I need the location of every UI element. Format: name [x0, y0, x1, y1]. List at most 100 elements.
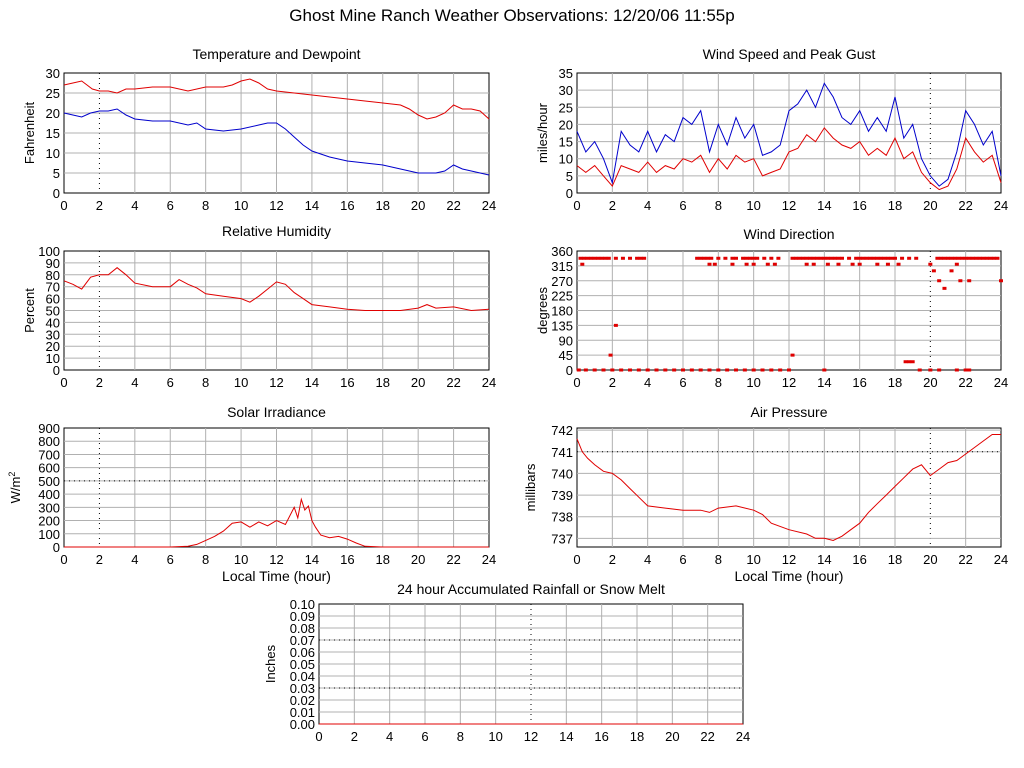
- data-point: [751, 368, 756, 372]
- data-point: [787, 368, 791, 372]
- y-tick-label: 20: [559, 117, 573, 132]
- y-tick-label: 15: [46, 126, 60, 141]
- x-tick-label: 4: [644, 375, 651, 390]
- y-axis-label: Fahrenheit: [22, 102, 37, 165]
- y-tick-label: 0.10: [290, 597, 315, 612]
- y-tick-label: 0: [53, 186, 60, 201]
- data-point: [942, 256, 947, 260]
- x-tick-label: 2: [96, 198, 103, 213]
- y-tick-label: 15: [559, 135, 573, 150]
- data-point: [864, 256, 869, 260]
- x-tick-label: 20: [411, 552, 425, 567]
- data-point: [599, 256, 604, 260]
- data-point: [963, 256, 968, 260]
- chart-title: Wind Direction: [743, 226, 834, 242]
- x-tick-label: 10: [746, 198, 760, 213]
- data-point: [695, 256, 700, 260]
- data-point: [580, 262, 585, 266]
- x-tick-label: 4: [386, 729, 393, 744]
- y-tick-label: 700: [38, 447, 60, 462]
- chart-title: Solar Irradiance: [227, 404, 326, 420]
- data-point: [857, 262, 862, 266]
- x-tick-label: 14: [305, 198, 319, 213]
- data-point: [628, 368, 632, 372]
- data-point: [585, 256, 590, 260]
- data-point: [836, 262, 841, 266]
- data-point: [903, 360, 908, 364]
- data-point: [645, 368, 650, 372]
- series-line: [64, 497, 489, 548]
- data-point: [868, 256, 873, 260]
- data-point: [938, 256, 943, 260]
- x-tick-label: 22: [958, 375, 972, 390]
- data-point: [601, 368, 606, 372]
- data-point: [907, 360, 912, 364]
- x-tick-label: 12: [269, 375, 283, 390]
- x-tick-label: 2: [609, 552, 616, 567]
- data-point: [967, 279, 972, 283]
- data-point: [958, 279, 963, 283]
- y-axis-label: Percent: [22, 288, 37, 333]
- y-tick-label: 135: [551, 318, 573, 333]
- x-tick-label: 20: [411, 375, 425, 390]
- data-point: [967, 368, 972, 372]
- y-tick-label: 45: [559, 348, 573, 363]
- y-tick-label: 180: [551, 304, 573, 319]
- chart-title: Temperature and Dewpoint: [192, 46, 360, 62]
- data-point: [583, 368, 588, 372]
- chart-rain: 24 hour Accumulated Rainfall or Snow Mel…: [263, 581, 750, 744]
- x-tick-label: 6: [167, 198, 174, 213]
- data-point: [818, 256, 823, 260]
- data-point: [917, 368, 922, 372]
- chart-title: Air Pressure: [750, 404, 827, 420]
- data-point: [755, 256, 760, 260]
- data-point: [977, 256, 982, 260]
- data-point: [672, 368, 677, 372]
- y-tick-label: 742: [551, 423, 573, 438]
- x-tick-label: 10: [234, 375, 248, 390]
- data-point: [619, 368, 624, 372]
- data-point: [811, 262, 816, 266]
- x-tick-label: 10: [746, 375, 760, 390]
- data-point: [847, 256, 852, 260]
- x-tick-label: 18: [888, 375, 902, 390]
- x-tick-label: 22: [958, 552, 972, 567]
- x-tick-label: 0: [573, 198, 580, 213]
- data-point: [914, 256, 919, 260]
- series-line: [576, 82, 1002, 187]
- x-tick-label: 18: [376, 552, 390, 567]
- y-axis-label: millibars: [523, 463, 538, 511]
- data-point: [815, 256, 820, 260]
- x-tick-label: 8: [715, 198, 722, 213]
- x-tick-label: 14: [559, 729, 573, 744]
- data-point: [578, 256, 583, 260]
- x-tick-label: 8: [715, 375, 722, 390]
- data-point: [748, 256, 753, 260]
- data-point: [603, 256, 608, 260]
- y-tick-label: 0.04: [290, 669, 315, 684]
- data-point: [889, 256, 894, 260]
- x-tick-label: 8: [202, 198, 209, 213]
- y-tick-label: 200: [38, 514, 60, 529]
- x-tick-label: 20: [411, 198, 425, 213]
- data-point: [907, 256, 912, 260]
- data-point: [928, 262, 933, 266]
- series-line: [63, 108, 490, 176]
- data-point: [942, 286, 947, 290]
- data-point: [935, 256, 940, 260]
- series-line: [63, 267, 490, 312]
- y-tick-label: 0.05: [290, 657, 315, 672]
- x-tick-label: 24: [736, 729, 750, 744]
- data-point: [778, 368, 783, 372]
- x-tick-label: 10: [234, 198, 248, 213]
- data-point: [716, 368, 721, 372]
- y-tick-label: 400: [38, 487, 60, 502]
- y-tick-label: 270: [551, 274, 573, 289]
- y-tick-label: 600: [38, 461, 60, 476]
- data-point: [582, 256, 587, 260]
- x-tick-label: 20: [923, 375, 937, 390]
- y-tick-label: 80: [46, 268, 60, 283]
- data-point: [949, 256, 954, 260]
- y-tick-label: 100: [38, 244, 60, 259]
